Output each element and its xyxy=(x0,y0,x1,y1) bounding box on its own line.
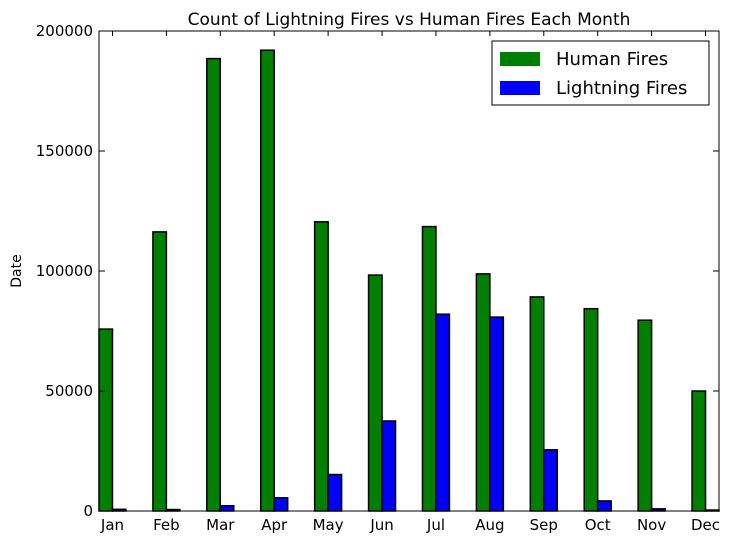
plot-frame xyxy=(98,30,720,512)
legend-label-lightning: Lightning Fires xyxy=(556,78,687,99)
bars-layer xyxy=(98,49,720,512)
y-tick-label: 0 xyxy=(83,502,93,520)
axes-layer: Jan Feb Mar Apr May Jun Jul Aug Sep Oct Nov Dec 0 500… xyxy=(36,22,720,534)
bar-human-jan xyxy=(98,328,114,512)
x-tick-label: Jan xyxy=(100,516,124,534)
legend-swatch-human xyxy=(500,52,540,66)
y-tick-label: 100000 xyxy=(36,262,93,280)
x-tick-label: Feb xyxy=(153,516,180,534)
legend-label-human: Human Fires xyxy=(556,49,668,70)
bar-lightning-jun xyxy=(381,420,397,512)
bar-human-sep xyxy=(529,296,545,512)
bar-human-jul xyxy=(421,225,437,512)
x-tick-label: Aug xyxy=(475,516,504,534)
x-tick-label: Oct xyxy=(585,516,611,534)
x-tick-label: Sep xyxy=(530,516,558,534)
bar-human-nov xyxy=(637,319,653,512)
x-tick-label: Apr xyxy=(261,516,288,534)
bar-lightning-may xyxy=(327,473,343,512)
bar-lightning-sep xyxy=(543,449,559,512)
x-tick-label: Nov xyxy=(637,516,666,534)
y-tick-label: 200000 xyxy=(36,22,93,40)
y-tick-label: 50000 xyxy=(45,382,93,400)
bar-lightning-mar xyxy=(219,504,235,512)
legend: Human Fires Lightning Fires xyxy=(491,40,710,106)
x-tick-label: Dec xyxy=(691,516,720,534)
chart-title: Count of Lightning Fires vs Human Fires … xyxy=(188,10,631,30)
bar-lightning-apr xyxy=(273,497,289,512)
x-tick-label: May xyxy=(313,516,344,534)
bar-human-mar xyxy=(206,57,222,512)
bar-human-feb xyxy=(152,231,168,512)
bar-human-dec xyxy=(691,390,707,512)
bar-human-may xyxy=(313,221,329,512)
y-tick-label: 150000 xyxy=(36,142,93,160)
legend-swatch-lightning xyxy=(500,81,540,95)
x-tick-label: Jun xyxy=(369,516,393,534)
bar-human-apr xyxy=(259,49,275,512)
x-tick-label: Jul xyxy=(426,516,445,534)
x-tick-label: Mar xyxy=(206,516,235,534)
bar-human-jun xyxy=(367,274,383,512)
bar-human-oct xyxy=(583,307,599,512)
bar-lightning-jul xyxy=(435,313,451,512)
bar-lightning-oct xyxy=(596,500,612,512)
y-axis-label: Date xyxy=(9,254,25,287)
bar-lightning-aug xyxy=(489,316,505,512)
bar-human-aug xyxy=(475,273,491,512)
